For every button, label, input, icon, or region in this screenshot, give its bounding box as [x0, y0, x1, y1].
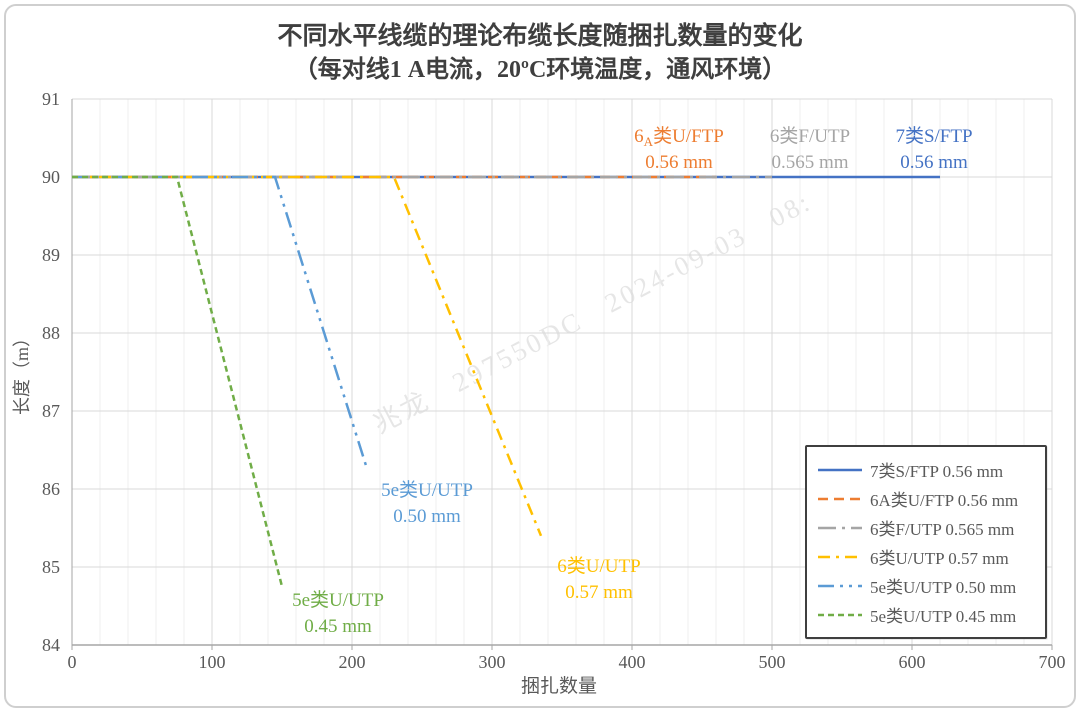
y-tick-label: 89: [42, 245, 60, 265]
y-tick-label: 88: [42, 323, 60, 343]
legend-line-sample: [818, 497, 862, 500]
x-tick-label: 400: [619, 652, 646, 672]
y-tick-label: 91: [42, 89, 60, 109]
y-tick-label: 86: [42, 479, 60, 499]
legend-line-sample: [818, 526, 862, 529]
series-annotation: 6A类U/FTP: [634, 125, 724, 149]
series-annotation: 0.50 mm: [393, 506, 461, 527]
series-annotation: 0.56 mm: [645, 152, 713, 173]
legend-item: 6类U/UTP 0.57 mm: [817, 542, 1035, 571]
y-tick-label: 90: [42, 167, 60, 187]
y-axis-title: 长度（m）: [12, 329, 32, 415]
series-annotation: 5e类U/UTP: [381, 479, 473, 501]
legend-label: 7类S/FTP 0.56 mm: [870, 462, 1004, 481]
x-tick-label: 500: [759, 652, 786, 672]
series-line-4: [72, 175, 368, 466]
series-annotation: 5e类U/UTP: [292, 589, 384, 611]
x-tick-label: 100: [199, 652, 226, 672]
legend-line-sample: [818, 584, 862, 587]
series-annotation: 0.565 mm: [771, 152, 848, 173]
chart-subtitle: （每对线1 A电流，20ºC环境温度，通风环境）: [293, 57, 787, 83]
chart-title: 不同水平线缆的理论布缆长度随捆扎数量的变化: [277, 23, 803, 50]
chart-frame: 不同水平线缆的理论布缆长度随捆扎数量的变化 （每对线1 A电流，20ºC环境温度…: [4, 4, 1076, 708]
legend-label: 5e类U/UTP 0.45 mm: [870, 607, 1017, 626]
series-annotation: 7类S/FTP: [895, 125, 972, 147]
legend-line-sample: [818, 468, 862, 471]
legend-item: 7类S/FTP 0.56 mm: [817, 455, 1035, 484]
legend-item: 5e类U/UTP 0.45 mm: [817, 600, 1035, 629]
x-tick-label: 700: [1039, 652, 1066, 672]
series-annotation: 6类F/UTP: [770, 125, 850, 147]
series-line-5: [72, 175, 284, 587]
series-annotation: 6类U/UTP: [557, 555, 640, 577]
y-tick-label: 85: [42, 557, 60, 577]
legend-line-sample: [818, 555, 862, 558]
x-tick-label: 200: [339, 652, 366, 672]
legend-label: 6类F/UTP 0.565 mm: [870, 520, 1015, 539]
x-tick-label: 0: [68, 652, 77, 672]
legend-label: 6A类U/FTP 0.56 mm: [870, 491, 1019, 510]
x-axis-title: 捆扎数量: [521, 675, 597, 697]
y-tick-label: 84: [42, 635, 60, 655]
series-annotation: 0.45 mm: [304, 616, 372, 637]
chart-legend: 7类S/FTP 0.56 mm 6A类U/FTP 0.56 mm 6类F/UTP 0…: [805, 445, 1047, 639]
legend-label: 5e类U/UTP 0.50 mm: [870, 578, 1017, 597]
series-annotation: 0.56 mm: [900, 152, 968, 173]
legend-item: 6A类U/FTP 0.56 mm: [817, 484, 1035, 513]
y-tick-label: 87: [42, 401, 60, 421]
legend-item: 6类F/UTP 0.565 mm: [817, 513, 1035, 542]
series-annotation: 0.57 mm: [565, 582, 633, 603]
legend-line-sample: [818, 613, 862, 616]
legend-item: 5e类U/UTP 0.50 mm: [817, 571, 1035, 600]
chart-title-block: 不同水平线缆的理论布缆长度随捆扎数量的变化 （每对线1 A电流，20ºC环境温度…: [6, 20, 1074, 86]
x-tick-label: 300: [479, 652, 506, 672]
x-tick-label: 600: [899, 652, 926, 672]
legend-label: 6类U/UTP 0.57 mm: [870, 549, 1009, 568]
